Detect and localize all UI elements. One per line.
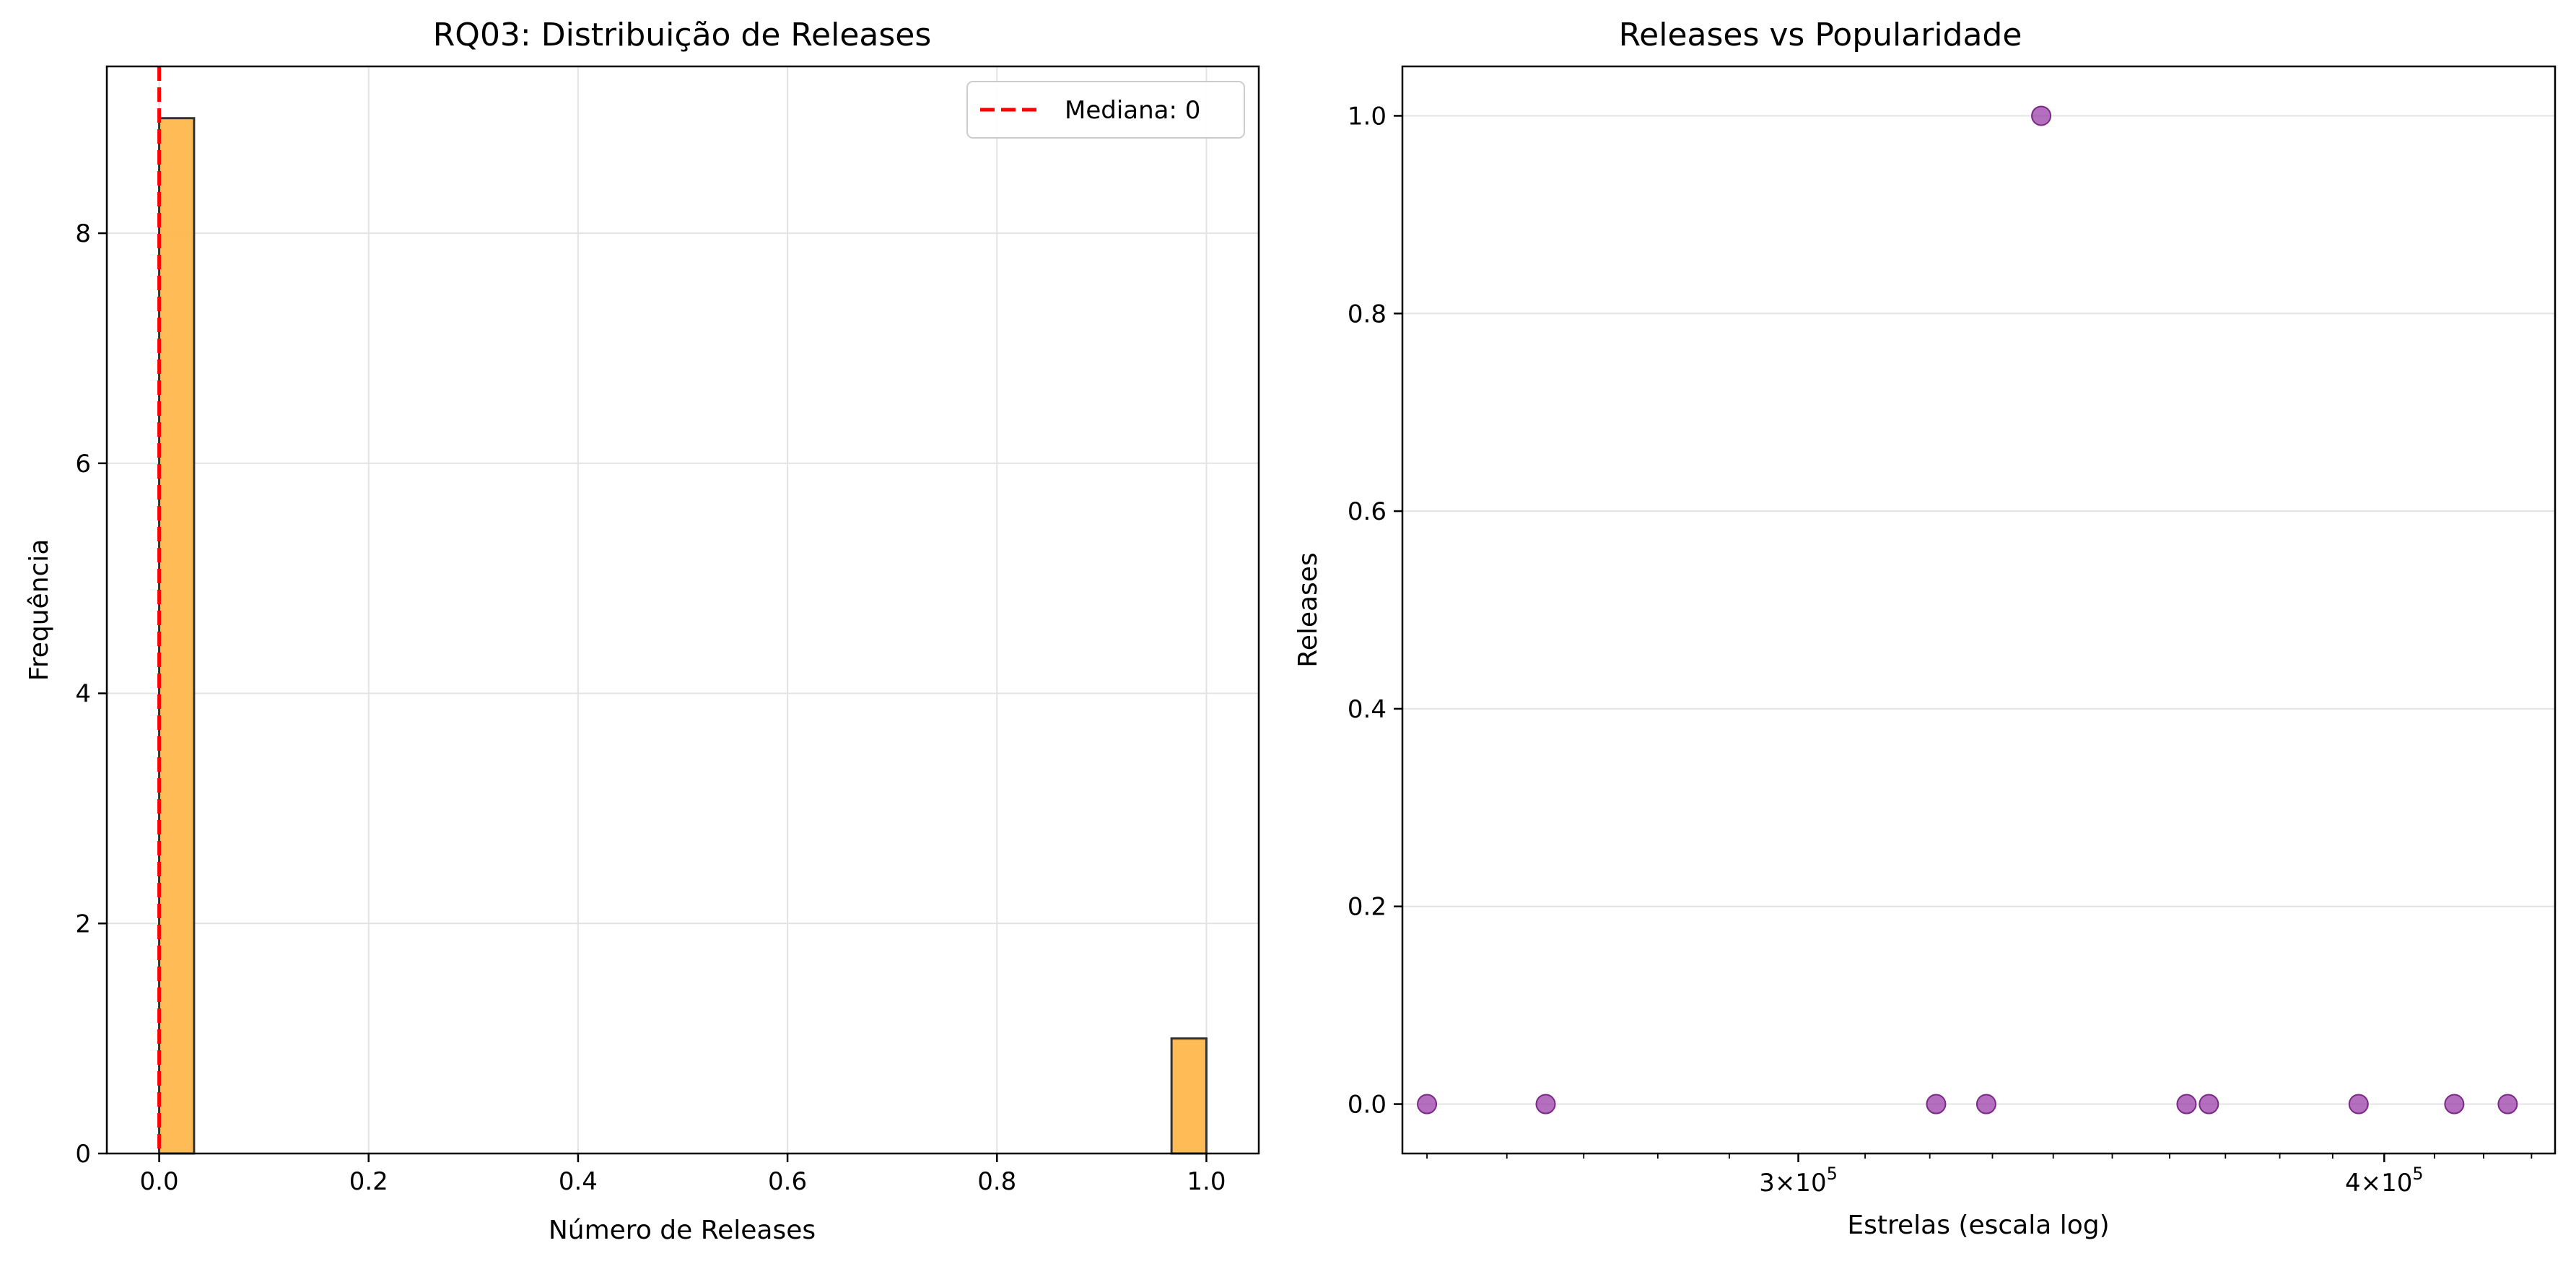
scatter-x-label: Estrelas (escala log) <box>1847 1211 2109 1240</box>
histogram-bar <box>158 117 196 1155</box>
legend-median-label: Mediana: 0 <box>1065 96 1200 125</box>
y-tick-label: 0 <box>75 1140 91 1169</box>
histogram-legend: Mediana: 0 <box>966 81 1245 139</box>
scatter-y-label: Releases <box>1293 552 1323 667</box>
scatter-point <box>2199 1094 2219 1115</box>
scatter-point <box>2497 1094 2518 1115</box>
histogram-bar <box>1170 1037 1208 1155</box>
y-tick-label: 0.6 <box>1348 497 1387 526</box>
x-tick-label: 0.6 <box>768 1167 807 1196</box>
scatter-x-ticks: 3×105 4×105 <box>1426 1154 2533 1198</box>
histogram-y-ticks: 0 2 4 6 8 <box>75 219 107 1169</box>
x-tick-label: 0.4 <box>559 1167 598 1196</box>
y-tick-label: 1.0 <box>1348 102 1387 131</box>
y-tick-label: 6 <box>75 450 91 479</box>
legend-box <box>966 81 1245 139</box>
histogram-chart: RQ03: Distribuição de Releases 0.0 0.2 0.4… <box>25 17 1260 1245</box>
y-tick-label: 0.0 <box>1348 1091 1387 1120</box>
scatter-y-ticks: 0.0 0.2 0.4 0.6 0.8 1.0 <box>1348 102 1402 1120</box>
scatter-point <box>1417 1094 1438 1115</box>
histogram-bars <box>158 117 1208 1155</box>
scatter-grid <box>1402 115 2555 1105</box>
x-tick-label: 3×105 <box>1759 1164 1838 1198</box>
y-tick-label: 8 <box>75 219 91 248</box>
scatter-point <box>2444 1094 2465 1115</box>
x-tick-label: 4×105 <box>2345 1164 2424 1198</box>
y-tick-label: 0.2 <box>1348 893 1387 922</box>
histogram-title: RQ03: Distribuição de Releases <box>433 17 932 53</box>
scatter-chart: Releases vs Popularidade 3×105 4×105 0.00… <box>1293 17 2557 1240</box>
x-tick-label: 0.2 <box>349 1167 388 1196</box>
scatter-point <box>1535 1094 1556 1115</box>
y-tick-label: 0.4 <box>1348 695 1387 724</box>
x-tick-label: 0.8 <box>977 1167 1016 1196</box>
y-tick-label: 0.8 <box>1348 300 1387 328</box>
scatter-point <box>2031 105 2052 126</box>
y-tick-label: 4 <box>75 680 91 709</box>
scatter-point <box>2348 1094 2369 1115</box>
histogram-x-ticks: 0.0 0.2 0.4 0.6 0.8 1.0 <box>140 1154 1226 1196</box>
scatter-points <box>1417 105 2518 1115</box>
y-tick-label: 2 <box>75 910 91 938</box>
scatter-point <box>1926 1094 1947 1115</box>
histogram-x-label: Número de Releases <box>549 1216 816 1245</box>
histogram-frame <box>105 65 1260 1155</box>
histogram-grid <box>107 66 1259 1154</box>
x-tick-label: 0.0 <box>140 1167 179 1196</box>
scatter-title: Releases vs Popularidade <box>1619 17 2022 53</box>
scatter-point <box>2176 1094 2197 1115</box>
scatter-point <box>1975 1094 1996 1115</box>
scatter-frame <box>1401 65 2557 1155</box>
x-tick-label: 1.0 <box>1187 1167 1226 1196</box>
histogram-y-label: Frequência <box>25 539 54 681</box>
